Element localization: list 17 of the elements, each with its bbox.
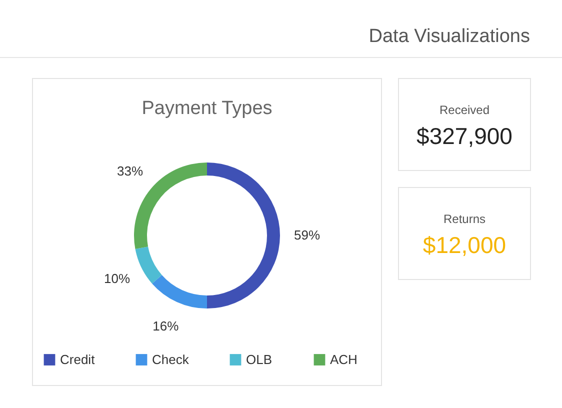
text: $327,900: [416, 123, 514, 150]
text: $12,000: [422, 232, 508, 259]
data-label: 33%: [117, 164, 144, 179]
legend-label: ACH: [330, 352, 358, 367]
chart-title: Payment Types: [142, 98, 272, 119]
text: Received: [438, 103, 491, 117]
text: Returns: [442, 212, 487, 226]
donut-slice: [207, 162, 280, 308]
legend-label: Check: [152, 352, 190, 367]
donut-slice: [152, 275, 207, 308]
data-label: 10%: [104, 271, 131, 286]
legend-label: OLB: [246, 352, 272, 367]
data-label: 16%: [152, 318, 180, 334]
legend-label: Credit: [60, 352, 96, 367]
data-label: 59%: [294, 228, 320, 242]
donut-slice: [135, 246, 162, 284]
text: Data Visualizations: [368, 26, 530, 48]
